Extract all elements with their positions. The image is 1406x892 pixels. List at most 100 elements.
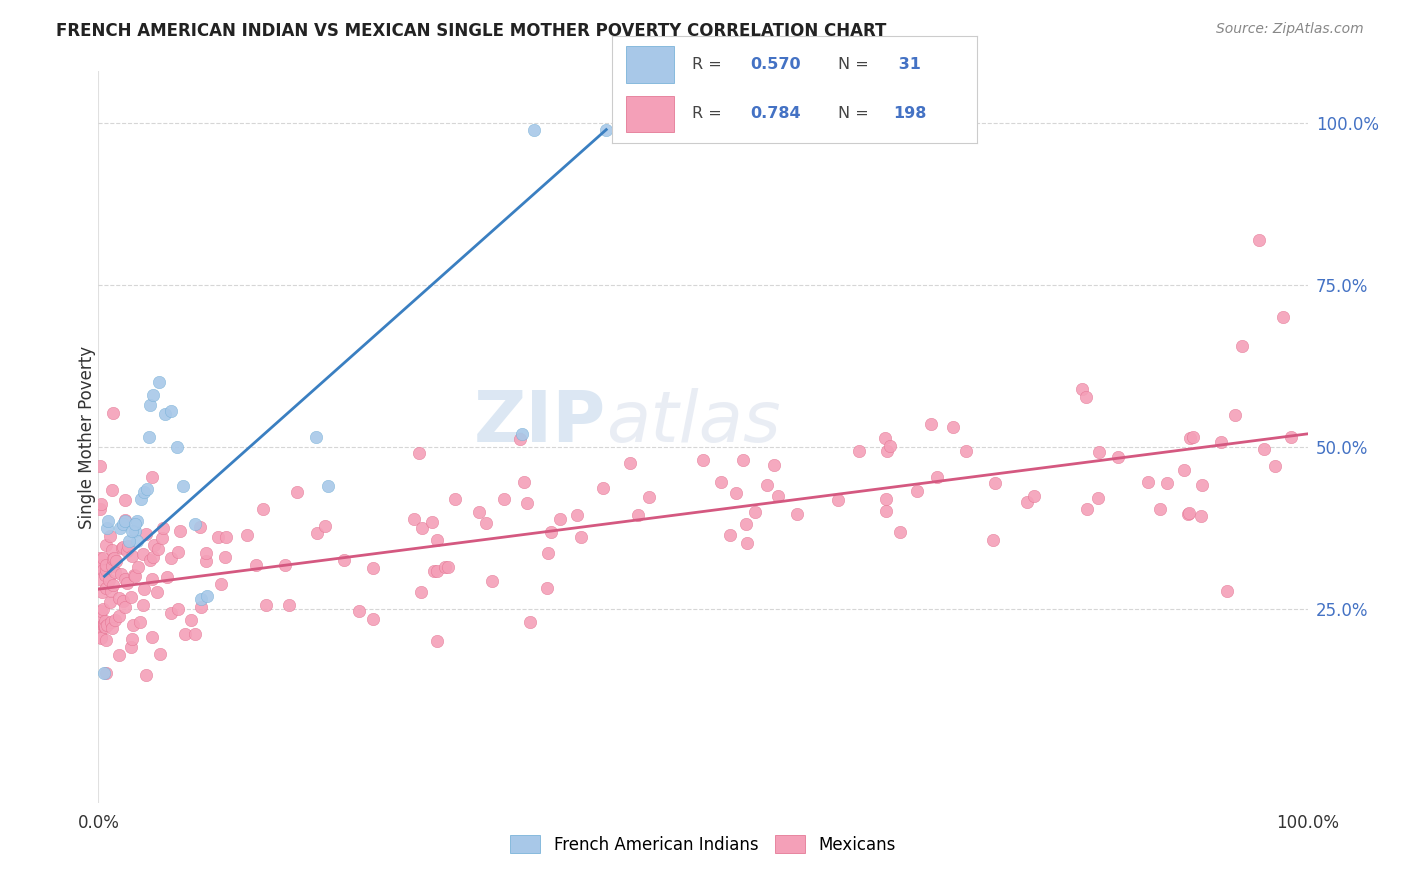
Point <box>333 553 356 567</box>
Point <box>124 524 146 538</box>
Point <box>148 375 170 389</box>
Point <box>475 516 498 531</box>
Point <box>93 666 115 681</box>
Point <box>110 566 132 581</box>
Point <box>122 567 145 582</box>
Point <box>638 491 661 505</box>
Point <box>194 554 217 568</box>
Point <box>152 521 174 535</box>
Point <box>118 533 141 548</box>
Point <box>104 565 127 579</box>
Point <box>89 458 111 473</box>
Point <box>169 524 191 538</box>
Point <box>94 633 117 648</box>
Point <box>468 505 491 519</box>
Point <box>537 546 560 560</box>
Point <box>1253 442 1275 456</box>
Point <box>97 514 120 528</box>
Point <box>494 491 516 506</box>
Legend: French American Indians, Mexicans: French American Indians, Mexicans <box>503 829 903 860</box>
Point <box>252 502 274 516</box>
Point <box>569 530 592 544</box>
Point <box>1022 489 1045 503</box>
Point <box>437 559 460 574</box>
Point <box>420 515 443 529</box>
Point <box>121 632 143 646</box>
Point <box>96 581 118 595</box>
Text: R =: R = <box>692 57 727 72</box>
Point <box>1178 431 1201 445</box>
Point <box>115 544 138 558</box>
Point <box>124 517 146 532</box>
Point <box>134 485 156 500</box>
Point <box>692 452 714 467</box>
Point <box>149 648 172 662</box>
Point <box>159 606 181 620</box>
Point <box>121 618 143 632</box>
Point <box>141 549 163 564</box>
Point <box>510 426 533 441</box>
Point <box>141 573 163 587</box>
Point <box>984 476 1007 491</box>
Point <box>409 585 432 599</box>
Point <box>166 602 188 616</box>
Point <box>112 540 135 554</box>
Point <box>718 527 741 541</box>
Point <box>1216 584 1239 599</box>
Point <box>1182 430 1205 444</box>
Point <box>96 558 118 572</box>
Point <box>101 620 124 634</box>
Point <box>105 554 128 568</box>
Point <box>536 581 558 595</box>
Point <box>426 533 449 548</box>
Point <box>347 604 370 618</box>
Point <box>121 549 143 564</box>
Point <box>1076 501 1098 516</box>
Text: 31: 31 <box>893 57 921 72</box>
Point <box>160 404 183 418</box>
Point <box>148 542 170 557</box>
Point <box>1136 475 1159 489</box>
Point <box>305 430 328 444</box>
Point <box>214 530 236 544</box>
Point <box>1087 491 1109 506</box>
Point <box>763 458 786 473</box>
Point <box>152 531 174 545</box>
Point <box>305 525 328 540</box>
Point <box>103 550 125 565</box>
Point <box>184 627 207 641</box>
Point <box>114 513 136 527</box>
Point <box>101 578 124 592</box>
Point <box>100 615 122 629</box>
Point <box>875 431 897 445</box>
Point <box>314 519 336 533</box>
Point <box>1087 444 1109 458</box>
Text: 0.570: 0.570 <box>751 57 801 72</box>
Point <box>142 388 165 402</box>
Point <box>214 549 236 564</box>
Point <box>1230 338 1253 352</box>
Text: atlas: atlas <box>606 388 780 457</box>
Point <box>1178 506 1201 520</box>
Point <box>108 648 131 662</box>
Point <box>90 631 112 645</box>
Point <box>180 613 202 627</box>
Point <box>278 599 301 613</box>
Point <box>166 440 188 454</box>
Point <box>132 598 155 612</box>
Point <box>516 496 538 510</box>
Point <box>96 665 118 680</box>
FancyBboxPatch shape <box>626 46 673 83</box>
Point <box>98 529 121 543</box>
Point <box>627 508 650 522</box>
Point <box>89 572 111 586</box>
Point <box>190 600 212 615</box>
Point <box>1076 390 1098 404</box>
Point <box>94 538 117 552</box>
Point <box>513 475 536 489</box>
Point <box>733 452 755 467</box>
Point <box>112 594 135 608</box>
Point <box>160 551 183 566</box>
Point <box>89 502 111 516</box>
Point <box>548 512 571 526</box>
